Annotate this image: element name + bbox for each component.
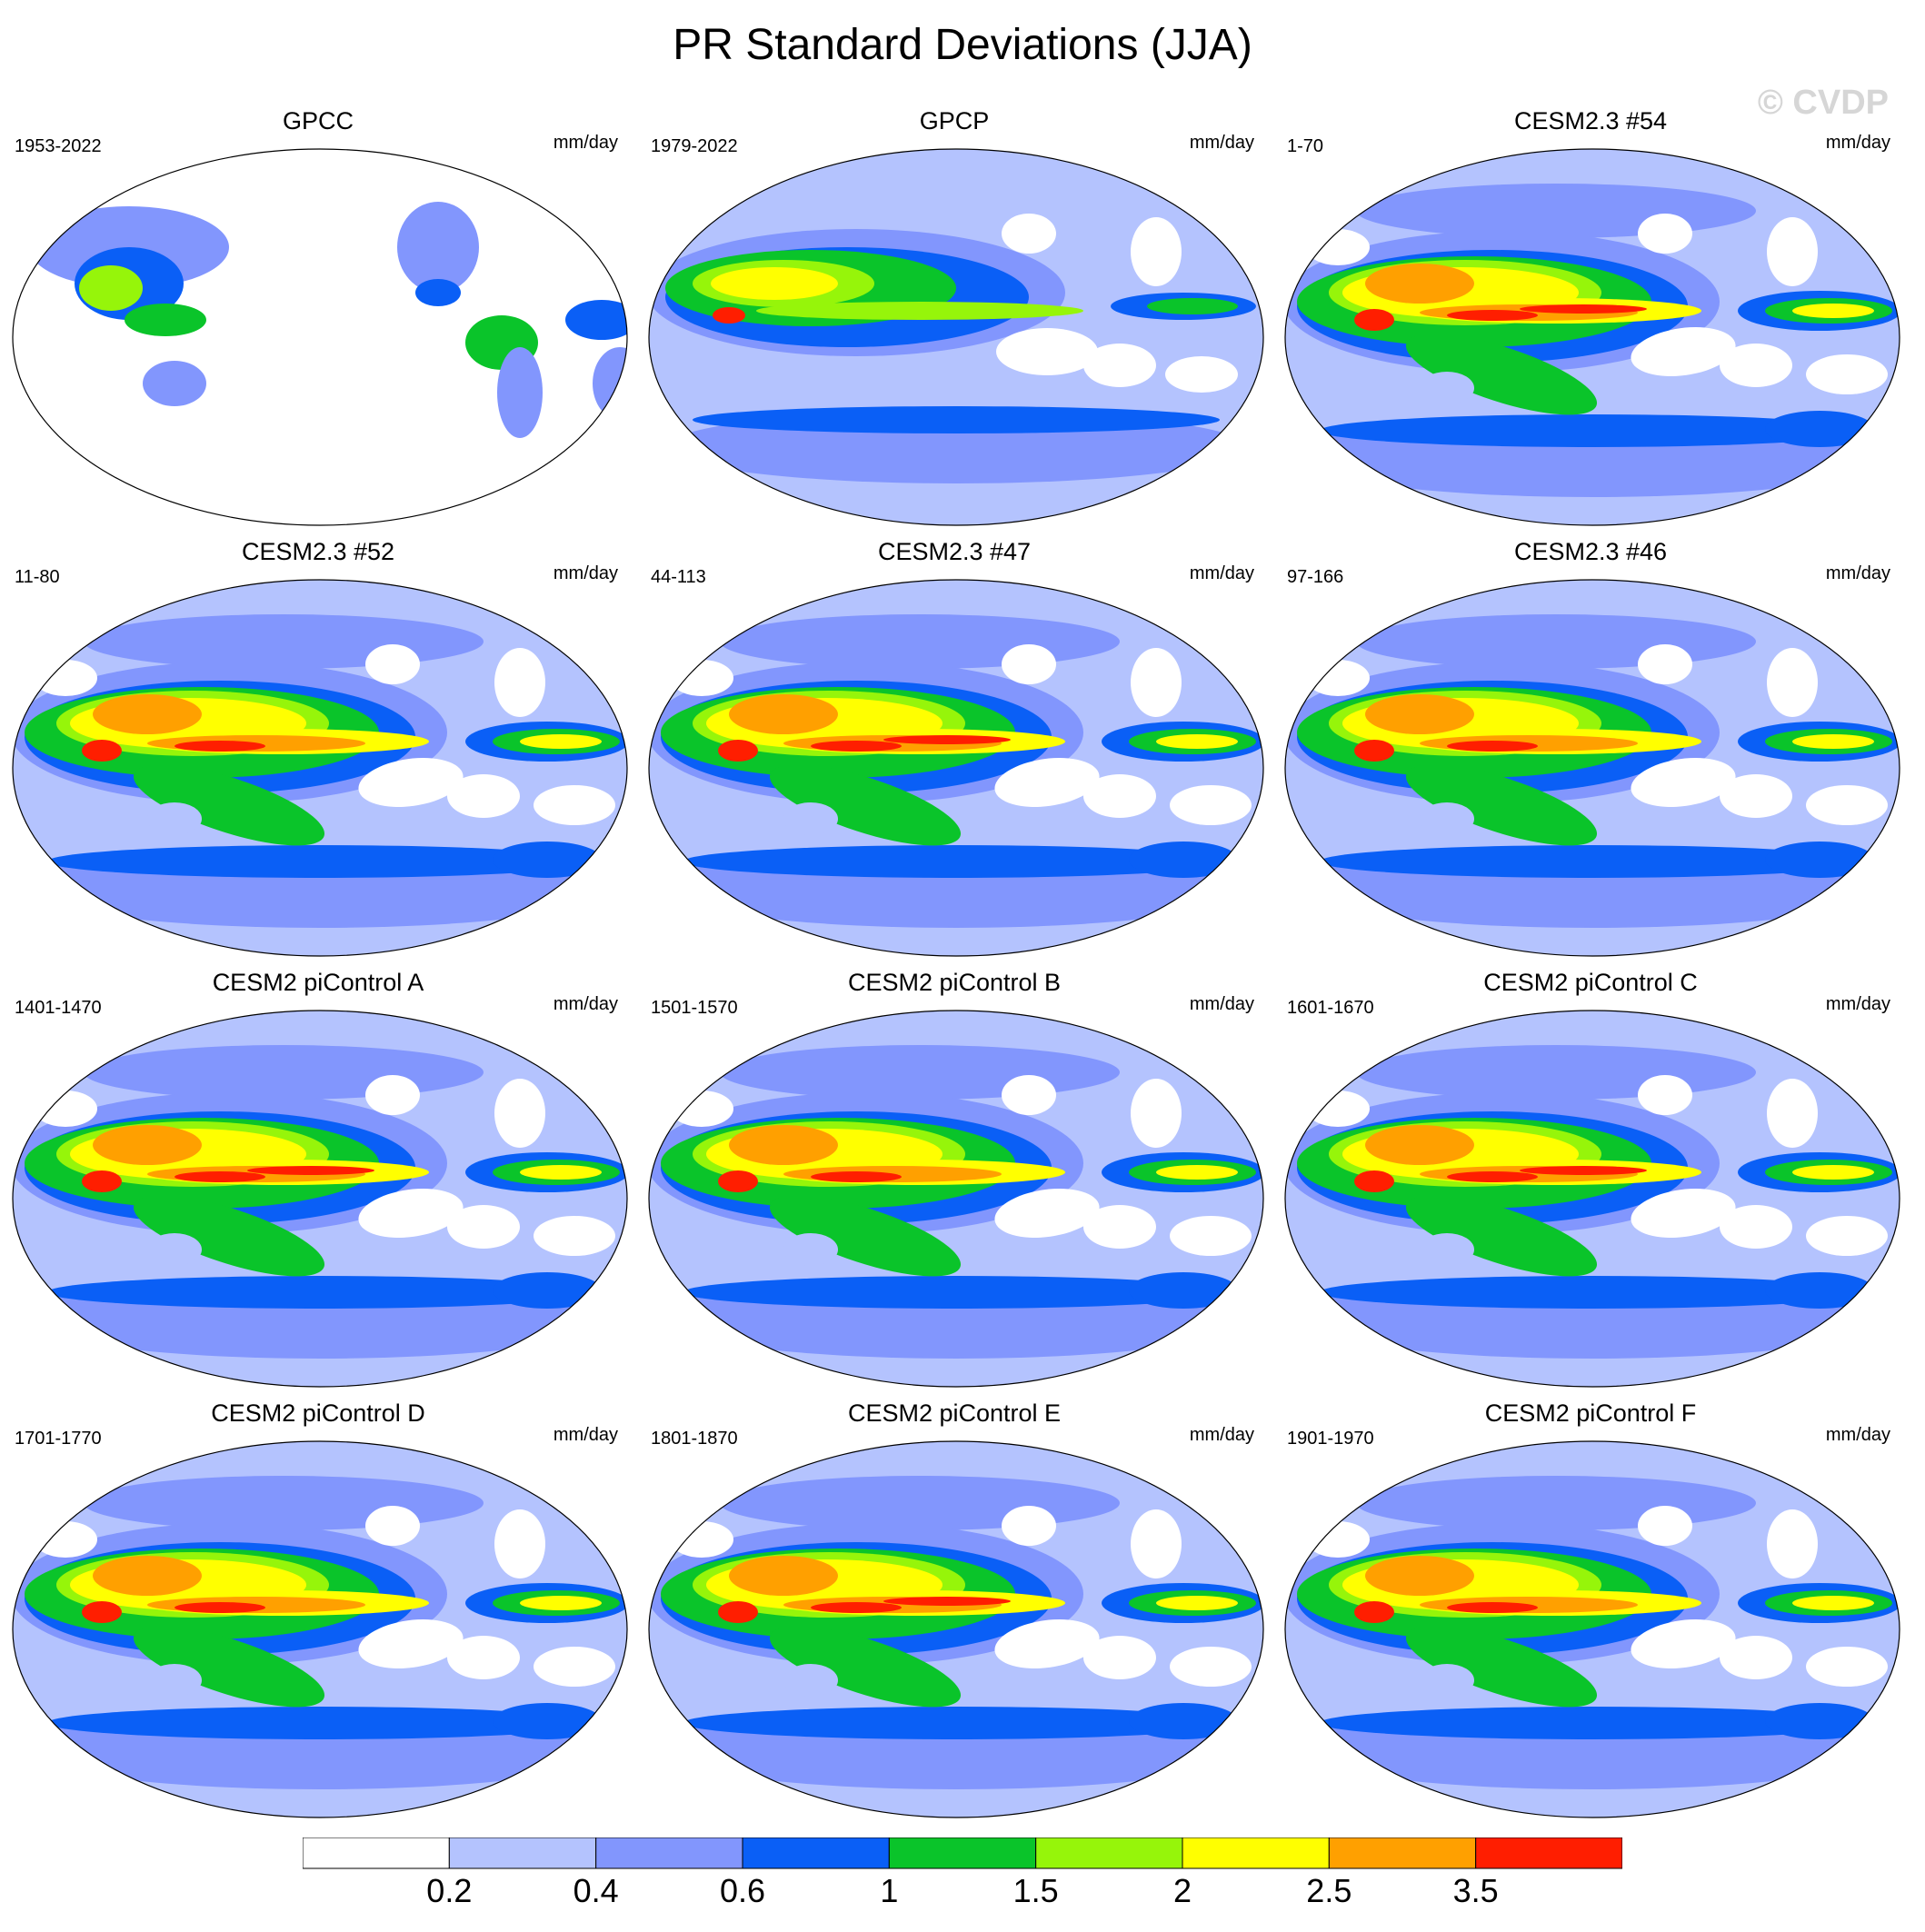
panel-period: 1501-1570 <box>651 998 738 1018</box>
map-panel: CESM2.3 #54 1-70 mm/day <box>1272 107 1909 534</box>
panel-title: GPCC <box>282 107 354 134</box>
panel-units: mm/day <box>553 133 618 153</box>
panel-title: CESM2 piControl C <box>1483 969 1698 996</box>
map-panel: CESM2.3 #52 11-80 mm/day <box>0 538 636 965</box>
panel-period: 1601-1670 <box>1287 998 1374 1018</box>
panel-period: 1701-1770 <box>15 1429 102 1449</box>
panel-units: mm/day <box>1825 994 1890 1014</box>
panel-units: mm/day <box>553 1425 618 1445</box>
map-plot <box>12 1010 628 1388</box>
map-plot <box>1284 1440 1900 1818</box>
map-outline <box>648 148 1264 526</box>
map-plot <box>1284 148 1900 526</box>
map-plot <box>648 148 1264 526</box>
map-outline <box>648 1440 1264 1818</box>
panel-period: 11-80 <box>15 567 60 587</box>
colorbar-swatch <box>1035 1837 1183 1869</box>
map-panel: CESM2 piControl D 1701-1770 mm/day <box>0 1399 636 1827</box>
panel-period: 1953-2022 <box>15 136 102 156</box>
panel-title: CESM2 piControl D <box>211 1399 425 1427</box>
colorbar-swatch <box>303 1837 450 1869</box>
map-outline <box>12 1440 628 1818</box>
map-outline <box>12 579 628 957</box>
colorbar-tick-label: 0.4 <box>573 1872 619 1909</box>
map-plot <box>648 1440 1264 1818</box>
panel-units: mm/day <box>1825 1425 1890 1445</box>
colorbar-swatch <box>888 1837 1037 1869</box>
map-outline <box>1284 579 1900 957</box>
figure-title: PR Standard Deviations (JJA) <box>673 21 1252 69</box>
colorbar-swatch <box>1182 1837 1330 1869</box>
panel-title: CESM2 piControl B <box>847 969 1062 996</box>
panel-units: mm/day <box>1189 994 1254 1014</box>
panel-title: GPCP <box>919 107 990 134</box>
map-outline <box>12 1010 628 1388</box>
map-outline <box>1284 148 1900 526</box>
panel-units: mm/day <box>1189 563 1254 583</box>
panel-title: CESM2 piControl A <box>212 969 424 996</box>
panel-period: 97-166 <box>1287 567 1344 587</box>
panel-title: CESM2.3 #54 <box>1513 107 1668 134</box>
panel-units: mm/day <box>1825 563 1890 583</box>
map-panel: GPCC 1953-2022 mm/day <box>0 107 636 534</box>
map-outline <box>12 148 628 526</box>
panel-period: 1401-1470 <box>15 998 102 1018</box>
colorbar-swatch <box>1328 1837 1477 1869</box>
map-outline <box>648 579 1264 957</box>
cvdp-watermark: © CVDP <box>1757 84 1889 122</box>
panel-title: CESM2 piControl E <box>847 1399 1062 1427</box>
map-plot <box>1284 1010 1900 1388</box>
colorbar-tick-label: 1 <box>880 1872 899 1909</box>
colorbar-tick-label: 2.5 <box>1306 1872 1352 1909</box>
map-plot <box>648 579 1264 957</box>
panel-period: 1901-1970 <box>1287 1429 1374 1449</box>
panel-period: 1979-2022 <box>651 136 738 156</box>
colorbar-tick-label: 0.2 <box>426 1872 473 1909</box>
map-outline <box>1284 1440 1900 1818</box>
map-plot <box>12 1440 628 1818</box>
panel-title: CESM2.3 #46 <box>1513 538 1668 565</box>
map-panel: CESM2 piControl F 1901-1970 mm/day <box>1272 1399 1909 1827</box>
map-panel: CESM2 piControl B 1501-1570 mm/day <box>636 969 1272 1396</box>
panel-period: 44-113 <box>651 567 706 587</box>
map-plot <box>1284 579 1900 957</box>
panel-units: mm/day <box>1825 133 1890 153</box>
map-panel: CESM2 piControl E 1801-1870 mm/day <box>636 1399 1272 1827</box>
colorbar-tick-label: 2 <box>1172 1872 1192 1909</box>
colorbar-swatch <box>1475 1837 1622 1869</box>
colorbar <box>303 1837 1622 1869</box>
map-outline <box>1284 1010 1900 1388</box>
map-plot <box>12 148 628 526</box>
map-plot <box>648 1010 1264 1388</box>
colorbar-tick-label: 1.5 <box>1012 1872 1059 1909</box>
panel-title: CESM2.3 #52 <box>241 538 395 565</box>
map-panel: GPCP 1979-2022 mm/day <box>636 107 1272 534</box>
map-panel: CESM2 piControl C 1601-1670 mm/day <box>1272 969 1909 1396</box>
colorbar-swatch <box>595 1837 743 1869</box>
colorbar-tick-label: 0.6 <box>719 1872 766 1909</box>
map-panel: CESM2.3 #47 44-113 mm/day <box>636 538 1272 965</box>
map-plot <box>12 579 628 957</box>
colorbar-swatch <box>448 1837 597 1869</box>
panel-units: mm/day <box>1189 133 1254 153</box>
map-panel: CESM2 piControl A 1401-1470 mm/day <box>0 969 636 1396</box>
panel-period: 1801-1870 <box>651 1429 738 1449</box>
panel-units: mm/day <box>1189 1425 1254 1445</box>
colorbar-swatch <box>742 1837 890 1869</box>
panel-units: mm/day <box>553 994 618 1014</box>
map-panel: CESM2.3 #46 97-166 mm/day <box>1272 538 1909 965</box>
panel-period: 1-70 <box>1287 136 1324 156</box>
panel-title: CESM2 piControl F <box>1484 1399 1697 1427</box>
panel-units: mm/day <box>553 563 618 583</box>
map-outline <box>648 1010 1264 1388</box>
colorbar-tick-label: 3.5 <box>1452 1872 1499 1909</box>
panel-title: CESM2.3 #47 <box>877 538 1032 565</box>
